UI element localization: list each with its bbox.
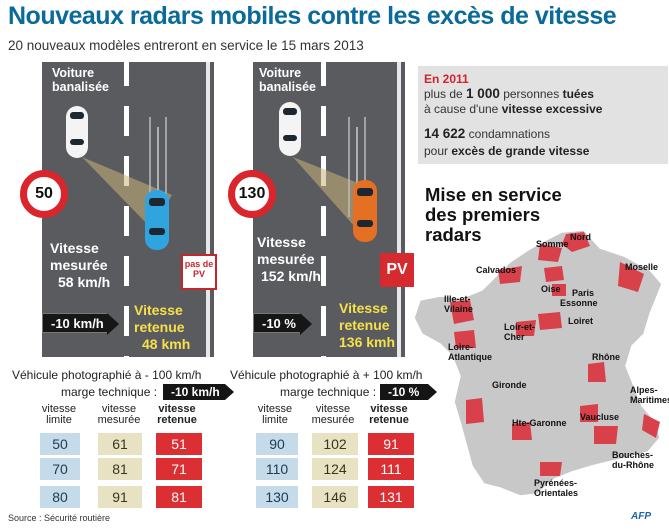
page-title: Nouveaux radars mobiles contre les excès… <box>8 2 617 30</box>
deaths-count: 1 000 <box>466 86 500 101</box>
map-title: Mise en service des premiers radars <box>425 184 562 245</box>
stats-text: personnes <box>503 87 560 101</box>
speed-limit-sign-1: 50 <box>20 170 68 218</box>
france-map <box>413 229 662 497</box>
retained-speed-label: Vitesse retenue <box>339 300 390 333</box>
speed-limit-sign-2: 130 <box>228 170 276 218</box>
cell-measured: 91 <box>98 486 142 508</box>
source-credit: Source : Sécurité routière <box>8 513 111 523</box>
region-label: Vaucluse <box>580 412 620 422</box>
col-measured: vitesse mesurée <box>97 403 141 426</box>
agency-logo: AFP <box>631 511 651 522</box>
region-label: Calvados <box>476 265 517 275</box>
measured-speed-value: 58 km/h <box>58 274 111 290</box>
region-label: Ille-et-Vilaine <box>444 294 473 314</box>
measured-speed-value: 152 km/h <box>261 268 321 284</box>
retained-speed-value: 136 kmh <box>339 334 396 350</box>
unmarked-car-icon <box>66 106 88 158</box>
cell-limit: 90 <box>256 433 298 455</box>
stats-text: condamnations <box>468 127 551 141</box>
speeding-car-icon <box>145 190 169 250</box>
stats-text: plus de <box>424 87 463 101</box>
retained-speed-value: 48 kmh <box>142 336 191 352</box>
stats-text: tuées <box>562 87 594 101</box>
cell-limit: 110 <box>256 458 298 480</box>
stats-text: vitesse excessive <box>501 102 603 116</box>
col-limit: vitesse limite <box>257 403 293 426</box>
cell-limit: 50 <box>40 433 80 455</box>
vehicle-above-100-label: Véhicule photographié à + 100 km/h <box>230 368 423 382</box>
road-scene-2: Voiture banalisée Vitesse mesurée 152 km… <box>253 62 405 357</box>
col-limit: vitesse limite <box>41 403 77 426</box>
cell-retained: 131 <box>368 486 414 508</box>
stats-year: En 2011 <box>424 72 469 86</box>
cell-measured: 102 <box>312 433 358 455</box>
region-label: Loir-et-Cher <box>504 322 535 342</box>
stats-box: En 2011 plus de 1 000 personnes tuées à … <box>418 66 668 164</box>
region-label: Essonne <box>560 298 598 308</box>
vehicle-below-100-label: Véhicule photographié à - 100 km/h <box>12 368 202 382</box>
speeding-car-icon <box>353 180 377 242</box>
cell-measured: 61 <box>98 433 142 455</box>
region-label: Rhône <box>592 352 620 362</box>
margin-label: marge technique : <box>61 385 158 399</box>
col-retained: vitesse retenue <box>157 403 197 426</box>
region-label: Paris <box>572 288 595 298</box>
region-label: Loire-Atlantique <box>448 342 492 362</box>
measured-speed-label: Vitesse mesurée <box>257 234 315 267</box>
margin-label: marge technique : <box>280 385 377 399</box>
margin-tag: -10 % <box>380 384 437 400</box>
cell-measured: 81 <box>98 458 142 480</box>
region-label: Gironde <box>492 380 527 390</box>
cell-retained: 111 <box>368 458 414 480</box>
unmarked-car-label: Voiture banalisée <box>259 66 316 94</box>
stats-text: à cause d'une <box>424 102 499 116</box>
region-label: Moselle <box>625 262 659 272</box>
region-label: Bouches-du-Rhône <box>612 450 654 470</box>
region-label: Pyrénées-Orientales <box>534 478 579 498</box>
unmarked-car-icon <box>279 102 301 156</box>
margin-tag: -10 km/h <box>163 384 234 400</box>
cell-measured: 146 <box>312 486 358 508</box>
col-retained: vitesse retenue <box>369 403 409 426</box>
cell-retained: 81 <box>156 486 202 508</box>
stats-text: pour <box>424 144 449 158</box>
col-measured: vitesse mesurée <box>311 403 355 426</box>
region-label: Nord <box>570 232 591 242</box>
tolerance-tag-1: -10 km/h <box>42 313 119 335</box>
cell-retained: 91 <box>368 433 414 455</box>
unmarked-car-label: Voiture banalisée <box>52 66 109 94</box>
cell-retained: 71 <box>156 458 202 480</box>
no-ticket-badge: pas de PV <box>181 254 217 290</box>
cell-limit: 70 <box>40 458 80 480</box>
retained-speed-label: Vitesse retenue <box>134 302 185 335</box>
cell-limit: 80 <box>40 486 80 508</box>
region-label: Alpes-Maritimes <box>630 385 669 405</box>
measured-speed-label: Vitesse mesurée <box>50 240 108 273</box>
cell-limit: 130 <box>256 486 298 508</box>
ticket-badge: PV <box>380 253 414 287</box>
region-label: Somme <box>536 239 569 249</box>
stats-text: excès de grande vitesse <box>451 144 590 158</box>
cell-measured: 124 <box>312 458 358 480</box>
region-label: Loiret <box>568 316 594 326</box>
tolerance-tag-2: -10 % <box>253 313 312 335</box>
cell-retained: 51 <box>156 433 202 455</box>
road-scene-1: Voiture banalisée Vitesse mesurée 58 km/… <box>42 62 214 357</box>
region-label: Hte-Garonne <box>512 418 567 428</box>
region-label: Oise <box>541 284 561 294</box>
page-subtitle: 20 nouveaux modèles entreront en service… <box>8 38 364 53</box>
convictions-count: 14 622 <box>424 126 466 141</box>
